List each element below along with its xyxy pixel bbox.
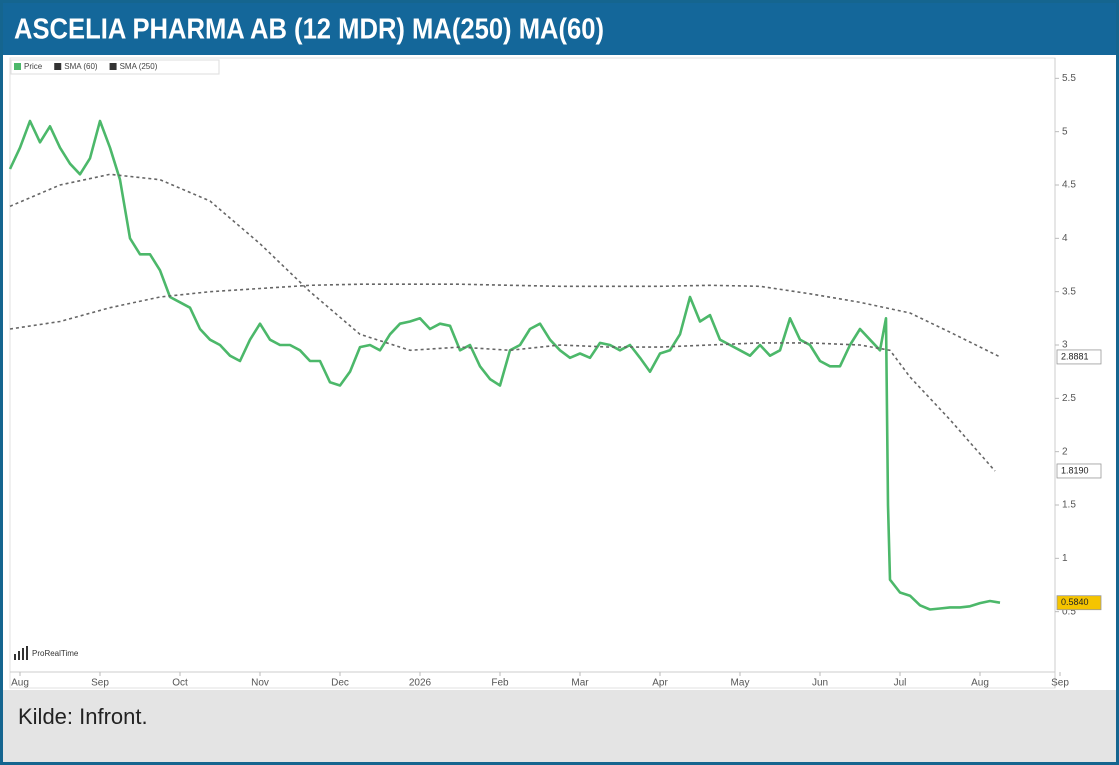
x-tick-label: Mar	[571, 678, 589, 689]
x-tick-label: Dec	[331, 678, 349, 689]
x-tick-label: May	[731, 678, 750, 689]
caption: Kilde: Infront.	[18, 704, 148, 729]
series-line	[8, 119, 1001, 611]
y-tick-label: 3.5	[1062, 286, 1076, 297]
y-tick-label: 5	[1062, 126, 1068, 137]
x-tick-label: Jul	[894, 678, 907, 689]
end-label-box	[1056, 595, 1102, 611]
series-line	[9, 173, 996, 472]
y-tick-label: 3	[1062, 340, 1068, 351]
title-bar	[3, 3, 1116, 55]
y-tick-label: 1.5	[1062, 500, 1076, 511]
x-tick-label: Jun	[812, 678, 828, 689]
caption-bar	[3, 690, 1116, 762]
plot-area	[9, 57, 1056, 689]
end-label: 0.5840	[1061, 597, 1089, 607]
legend-label: SMA (60)	[64, 62, 98, 71]
watermark-icon	[14, 646, 28, 660]
y-tick-label: 2	[1062, 446, 1068, 457]
y-tick-label: 5.5	[1062, 73, 1076, 84]
legend-swatch	[54, 63, 62, 70]
y-tick-label: 4	[1062, 233, 1068, 244]
watermark: ProRealTime	[32, 649, 79, 658]
x-tick-label: Sep	[1051, 678, 1069, 689]
x-tick-label: 2026	[409, 678, 432, 689]
legend: Price SMA (60) SMA (250)	[10, 59, 220, 75]
x-tick-label: Oct	[172, 678, 188, 689]
x-tick-label: Sep	[91, 678, 109, 689]
end-label: 1.8190	[1061, 465, 1089, 475]
x-tick-label: Feb	[491, 678, 509, 689]
x-tick-label: Nov	[251, 678, 269, 689]
y-tick-label: 1	[1062, 553, 1068, 564]
x-tick-label: Aug	[11, 678, 29, 689]
legend-swatch	[109, 63, 117, 70]
chart-title: ASCELIA PHARMA AB (12 MDR) MA(250) MA(60…	[14, 14, 604, 46]
legend-label: SMA (250)	[120, 62, 158, 71]
end-label-box	[1056, 463, 1102, 479]
x-tick-label: Apr	[652, 678, 668, 689]
series-line	[9, 283, 1001, 358]
end-label: 2.8881	[1061, 351, 1089, 361]
x-tick-label: Aug	[971, 678, 989, 689]
legend-swatch	[14, 63, 21, 70]
end-label-box	[1056, 349, 1102, 365]
y-tick-label: 4.5	[1062, 180, 1076, 191]
y-tick-label: 2.5	[1062, 393, 1076, 404]
legend-label: Price	[24, 62, 43, 71]
y-tick-label: 0.5	[1062, 606, 1076, 617]
